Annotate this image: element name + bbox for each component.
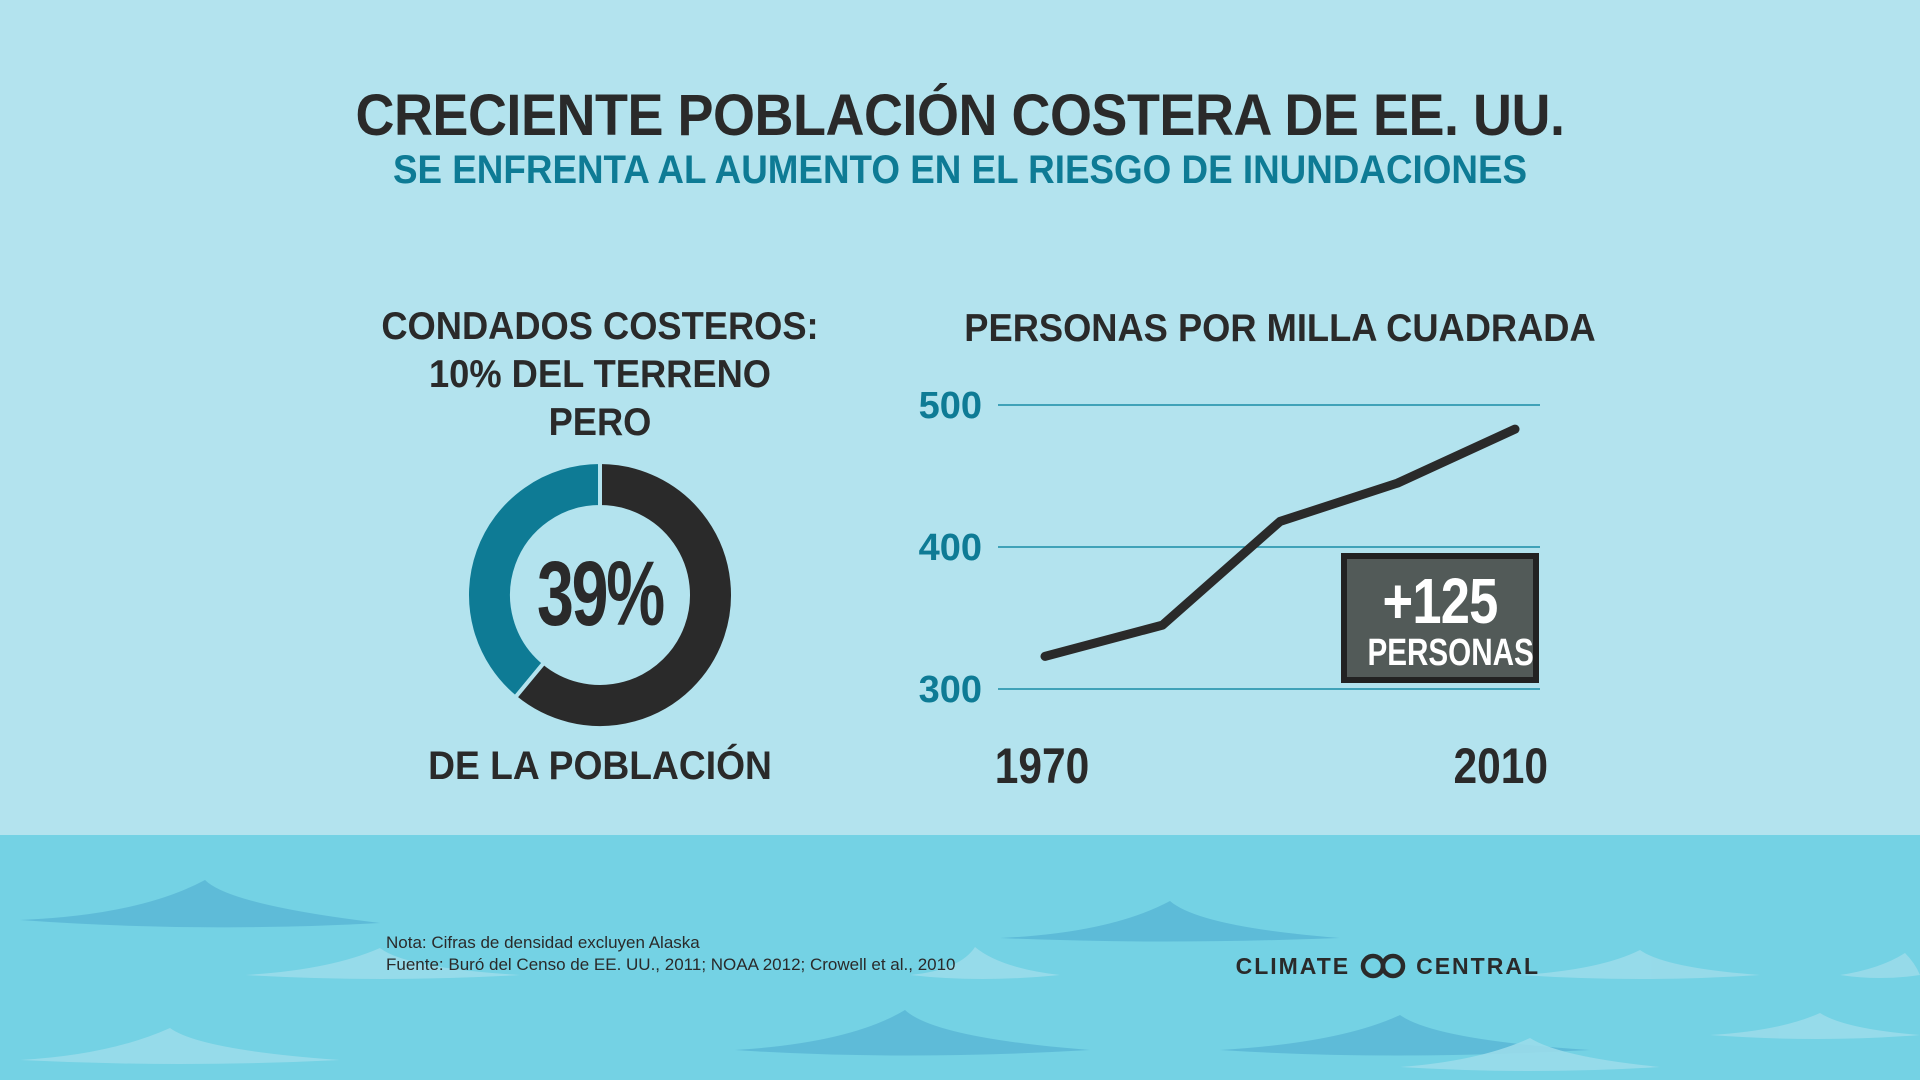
donut-footer: DE LA POBLACIÓN [428,744,772,788]
donut-slice-coastal [465,460,602,701]
line-chart: 300 400 500 1970 2010 [919,385,1548,794]
page-title: CRECIENTE POBLACIÓN COSTERA DE EE. UU. [355,83,1565,148]
donut-heading-line-1: CONDADOS COSTEROS: [381,305,819,348]
line-chart-heading: PERSONAS POR MILLA CUADRADA [964,307,1596,350]
footnote-source: Fuente: Buró del Censo de EE. UU., 2011;… [386,955,956,974]
x-tick-label-1970: 1970 [995,738,1090,794]
donut-center-label: 39% [536,543,665,645]
donut-heading-line-3: PERO [548,401,652,444]
footnote-note: Nota: Cifras de densidad excluyen Alaska [386,933,700,952]
badge-value: +125 [1382,565,1499,637]
donut-slice-rest [512,460,735,730]
waves-decoration [20,880,1920,1071]
x-tick-label-2010: 2010 [1453,738,1548,794]
page-subtitle: SE ENFRENTA AL AUMENTO EN EL RIESGO DE I… [392,148,1528,192]
donut-heading-line-2: 10% DEL TERRENO [429,353,771,396]
logo-word-left: CLIMATE [1235,952,1351,979]
logo-rings-icon [1360,953,1406,979]
y-tick-label-300: 300 [919,669,982,711]
donut-heading: CONDADOS COSTEROS: 10% DEL TERRENO PERO [321,303,879,447]
donut-chart [465,460,735,730]
logo-word-right: CENTRAL [1416,952,1540,979]
population-change-badge: +125 PERSONAS [1341,553,1539,683]
y-tick-label-400: 400 [919,527,982,569]
y-tick-label-500: 500 [919,385,982,427]
badge-label: PERSONAS [1367,632,1534,674]
climate-central-logo: CLIMATE CENTRAL [1210,952,1540,980]
footnote: Nota: Cifras de densidad excluyen Alaska… [386,932,956,976]
